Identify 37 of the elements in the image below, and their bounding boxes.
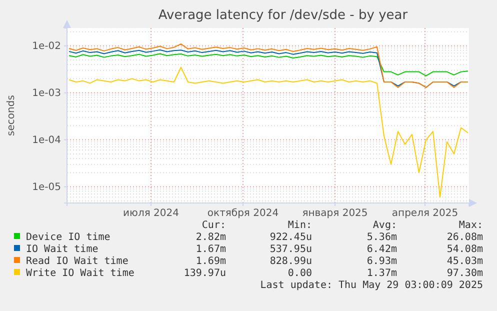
text: 1.69m [196, 256, 226, 267]
legend-label: IO Wait time [26, 244, 98, 255]
text: Min: [288, 220, 312, 231]
y-tick-label: 1e-02 [32, 41, 61, 52]
text: 5.36m [366, 232, 397, 243]
legend-label: Device IO time [26, 232, 110, 243]
text: 26.08m [446, 232, 483, 243]
text: 1.67m [196, 244, 226, 255]
legend-label: Write IO Wait time [26, 268, 134, 279]
line-series [68, 66, 468, 198]
text: 54.08m [446, 244, 483, 255]
x-tick-label: апреля 2025 [392, 208, 458, 220]
x-tick-label: июля 2024 [123, 208, 179, 220]
text: 1.37m [366, 268, 397, 279]
y-tick-label: 1e-04 [32, 134, 61, 146]
y-axis-title: seconds [6, 95, 17, 136]
text: Cur: [202, 220, 226, 231]
text: 6.93m [366, 256, 397, 267]
text: 828.99u [270, 256, 312, 267]
chart-title: Average latency for /dev/sde - by year [158, 8, 408, 23]
line-series [68, 53, 468, 76]
text: Last update: Thu May 29 03:00:09 2025 [260, 280, 483, 291]
text: 139.97u [184, 268, 226, 279]
x-tick-label: октября 2024 [207, 208, 279, 220]
text: 0.00 [288, 268, 312, 279]
legend-label: Read IO Wait time [26, 256, 128, 267]
text: Max: [458, 220, 483, 231]
text: 922.45u [270, 232, 312, 243]
text: 537.95u [270, 244, 312, 255]
x-tick-label: января 2025 [302, 208, 368, 220]
text: 97.30m [446, 268, 483, 279]
y-tick-label: 1e-05 [32, 182, 61, 193]
text: 45.03m [446, 256, 483, 267]
text: 6.42m [366, 244, 397, 255]
y-tick-label: 1e-03 [32, 88, 61, 100]
text: 2.82m [196, 232, 226, 243]
text: Avg: [372, 220, 397, 231]
